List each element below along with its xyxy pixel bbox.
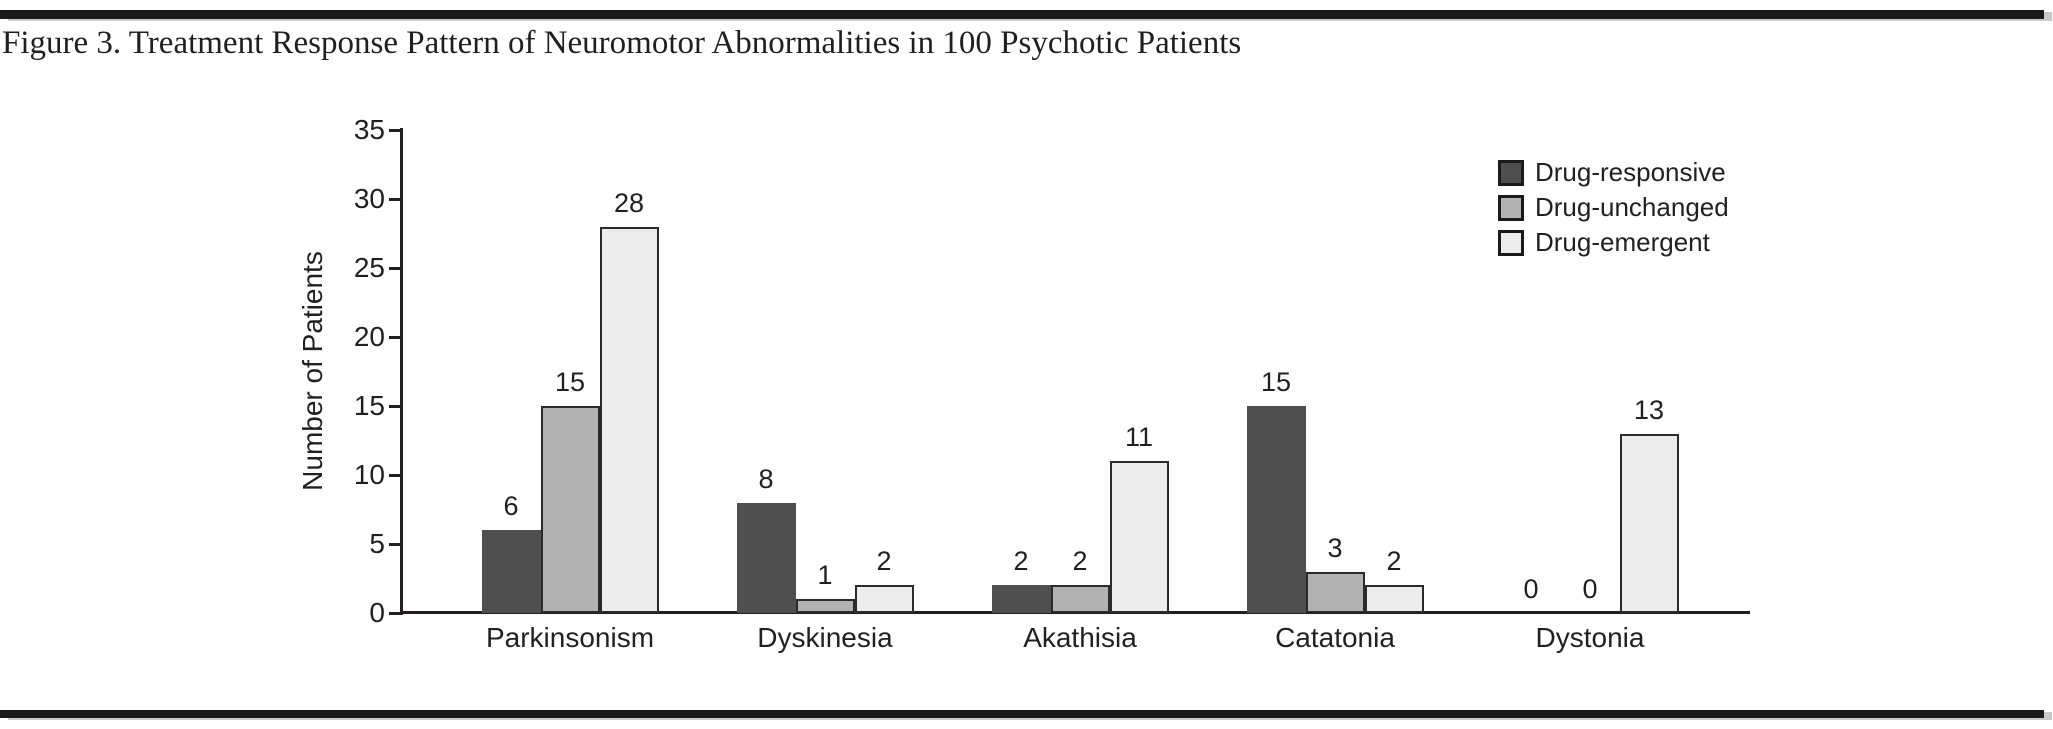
legend: Drug-responsive Drug-unchanged Drug-emerge… — [1498, 158, 1729, 257]
bar-value-label: 2 — [1013, 546, 1029, 577]
bar-value-label: 3 — [1327, 532, 1343, 563]
y-axis-tick-label: 5 — [369, 528, 385, 559]
bar-drug-unchanged-catatonia — [1305, 571, 1365, 613]
y-axis-title-text: Number of Patients — [297, 251, 328, 491]
bar-drug-unchanged-dyskinesia — [795, 599, 855, 613]
y-axis-tick — [389, 404, 402, 408]
legend-item-drug-unchanged: Drug-unchanged — [1498, 193, 1729, 222]
y-axis-tick — [389, 266, 402, 270]
y-axis-tick-label: 10 — [353, 459, 385, 490]
bar-drug-emergent-dystonia — [1619, 433, 1679, 613]
bar-drug-emergent-parkinsonism — [599, 226, 659, 613]
legend-item-drug-emergent: Drug-emergent — [1498, 228, 1729, 257]
y-axis-line — [400, 128, 403, 615]
bar-value-label: 11 — [1124, 422, 1154, 453]
legend-label: Drug-responsive — [1535, 157, 1726, 187]
x-axis-category-label: Dystonia — [1535, 622, 1645, 653]
bar-drug-responsive-akathisia — [991, 585, 1051, 613]
bar-value-label: 15 — [554, 367, 586, 397]
bar-value-label: 2 — [1072, 546, 1088, 577]
bar-value-label: 0 — [1523, 574, 1539, 604]
x-axis-category-label: Parkinsonism — [485, 622, 655, 653]
y-axis-tick — [389, 197, 402, 201]
bar-drug-unchanged-akathisia — [1050, 585, 1110, 613]
legend-item-drug-responsive: Drug-responsive — [1498, 158, 1729, 187]
y-axis-tick — [389, 473, 402, 477]
bar-drug-emergent-dyskinesia — [854, 585, 914, 613]
bar-value-label: 8 — [758, 463, 774, 494]
bottom-rule — [0, 710, 2044, 718]
bar-value-label: 6 — [503, 491, 519, 522]
y-axis-tick — [389, 542, 402, 546]
bar-value-label: 13 — [1633, 394, 1665, 425]
top-rule — [0, 10, 2044, 19]
y-axis-tick-label: 20 — [353, 321, 385, 352]
y-axis-tick — [389, 611, 402, 615]
bar-value-label: 15 — [1260, 367, 1292, 397]
bar-value-label: 2 — [876, 546, 892, 577]
bar-drug-responsive-catatonia — [1246, 406, 1306, 613]
x-axis-category-label: Dyskinesia — [757, 622, 893, 653]
bar-drug-emergent-catatonia — [1364, 585, 1424, 613]
y-axis-tick — [389, 128, 402, 132]
bar-drug-responsive-parkinsonism — [481, 530, 541, 613]
bar-drug-emergent-akathisia — [1109, 461, 1169, 613]
bar-drug-responsive-dyskinesia — [736, 502, 796, 613]
legend-swatch — [1498, 229, 1524, 256]
bar-value-label: 2 — [1386, 546, 1402, 577]
figure-title: Figure 3. Treatment Response Pattern of … — [2, 25, 1242, 61]
legend-label: Drug-unchanged — [1535, 192, 1729, 222]
legend-swatch — [1498, 194, 1524, 221]
y-axis-tick-label: 30 — [353, 183, 385, 214]
y-axis-tick-label: 0 — [369, 597, 385, 628]
y-axis-tick — [389, 335, 402, 339]
legend-swatch — [1498, 159, 1524, 186]
bar-value-label: 0 — [1582, 574, 1598, 604]
x-axis-category-label: Akathisia — [1023, 622, 1137, 653]
y-axis-tick-label: 25 — [353, 252, 385, 283]
x-axis-category-label: Catatonia — [1275, 622, 1395, 653]
y-axis-tick-label: 35 — [353, 114, 385, 145]
bar-value-label: 1 — [817, 560, 833, 591]
bar-value-label: 28 — [613, 187, 645, 218]
y-axis-tick-label: 15 — [353, 390, 385, 421]
legend-label: Drug-emergent — [1535, 227, 1710, 257]
bar-drug-unchanged-parkinsonism — [540, 406, 600, 613]
